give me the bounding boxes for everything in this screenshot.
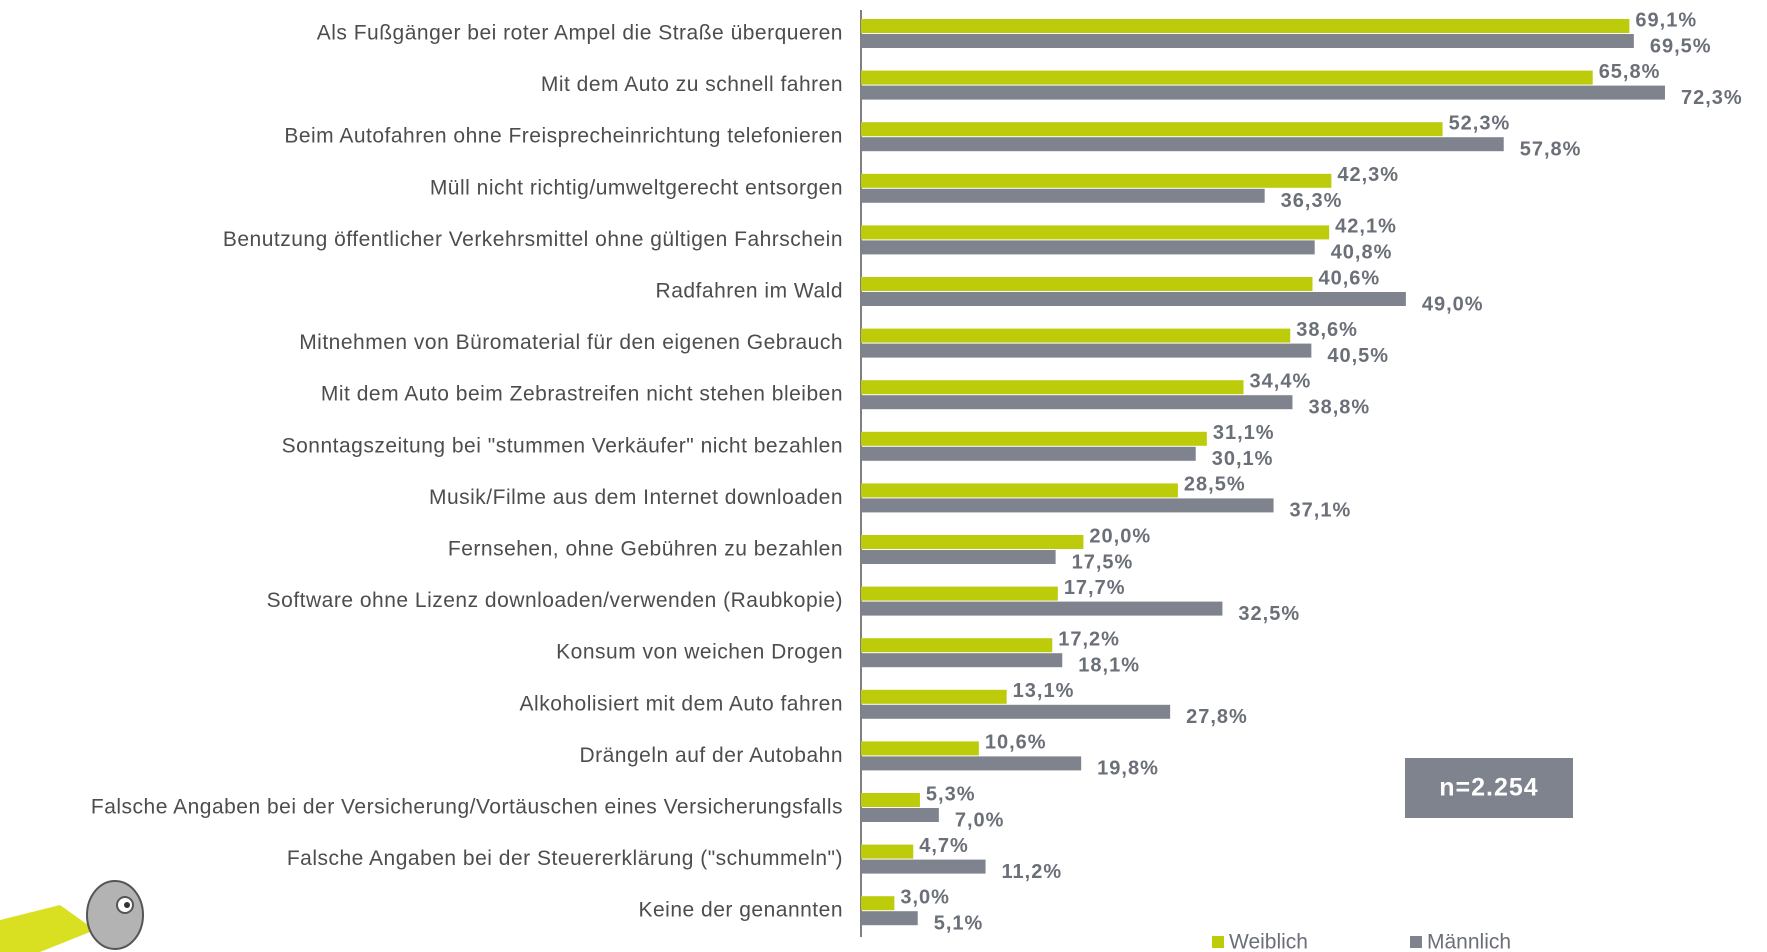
bar bbox=[861, 86, 1665, 100]
bar bbox=[861, 71, 1593, 85]
legend-label: Weiblich bbox=[1229, 931, 1308, 952]
bar bbox=[861, 225, 1329, 239]
category-label: Müll nicht richtig/umweltgerecht entsorg… bbox=[430, 176, 843, 199]
value-label: 52,3% bbox=[1449, 112, 1511, 134]
bar bbox=[861, 34, 1634, 48]
value-label: 13,1% bbox=[1013, 680, 1075, 702]
category-label: Keine der genannten bbox=[639, 899, 844, 922]
value-label: 27,8% bbox=[1186, 706, 1248, 728]
category-label: Drängeln auf der Autobahn bbox=[579, 744, 843, 767]
value-label: 28,5% bbox=[1184, 474, 1246, 496]
value-label: 40,6% bbox=[1318, 267, 1380, 289]
value-label: 19,8% bbox=[1097, 758, 1159, 780]
value-label: 17,2% bbox=[1058, 628, 1120, 650]
bar bbox=[861, 174, 1331, 188]
mascot bbox=[0, 881, 143, 952]
bar bbox=[861, 911, 918, 925]
value-label: 49,0% bbox=[1422, 293, 1484, 315]
bar bbox=[861, 240, 1315, 254]
category-label: Mitnehmen von Büromaterial für den eigen… bbox=[299, 331, 843, 354]
bar bbox=[861, 638, 1052, 652]
value-label: 65,8% bbox=[1599, 61, 1661, 83]
category-label: Software ohne Lizenz downloaden/verwende… bbox=[267, 589, 843, 612]
category-label: Fernsehen, ohne Gebühren zu bezahlen bbox=[448, 538, 843, 561]
bar bbox=[861, 535, 1083, 549]
legend-label: Männlich bbox=[1427, 931, 1511, 952]
category-label: Radfahren im Wald bbox=[656, 280, 843, 303]
bar bbox=[861, 550, 1056, 564]
category-label: Beim Autofahren ohne Freisprecheinrichtu… bbox=[284, 125, 843, 148]
value-label: 42,3% bbox=[1337, 164, 1399, 186]
value-label: 7,0% bbox=[955, 809, 1005, 831]
bar bbox=[861, 587, 1058, 601]
value-label: 30,1% bbox=[1212, 448, 1274, 470]
value-label: 5,3% bbox=[926, 783, 976, 805]
bar bbox=[861, 277, 1312, 291]
value-label: 40,5% bbox=[1327, 345, 1389, 367]
value-label: 11,2% bbox=[1002, 861, 1063, 883]
bar bbox=[861, 122, 1443, 136]
value-label: 4,7% bbox=[919, 835, 969, 857]
chart: n=2.254 Als Fußgänger bei roter Ampel di… bbox=[0, 0, 1767, 952]
value-label: 32,5% bbox=[1238, 603, 1300, 625]
value-label: 34,4% bbox=[1250, 370, 1312, 392]
category-label: Als Fußgänger bei roter Ampel die Straße… bbox=[317, 22, 843, 45]
bar bbox=[861, 19, 1629, 33]
value-label: 38,8% bbox=[1308, 396, 1370, 418]
value-label: 3,0% bbox=[900, 886, 950, 908]
sample-size: n=2.254 bbox=[1439, 774, 1538, 802]
bar bbox=[861, 329, 1290, 343]
category-label: Benutzung öffentlicher Verkehrsmittel oh… bbox=[223, 228, 843, 251]
bar bbox=[861, 602, 1222, 616]
bar bbox=[861, 808, 939, 822]
bar bbox=[861, 447, 1196, 461]
bar bbox=[861, 845, 913, 859]
category-label: Konsum von weichen Drogen bbox=[556, 641, 843, 664]
value-label: 38,6% bbox=[1296, 319, 1358, 341]
bar bbox=[861, 653, 1062, 667]
value-label: 69,5% bbox=[1650, 35, 1712, 57]
value-label: 20,0% bbox=[1089, 525, 1151, 547]
category-label: Falsche Angaben bei der Versicherung/Vor… bbox=[91, 796, 843, 819]
value-label: 40,8% bbox=[1331, 242, 1393, 264]
bar bbox=[861, 395, 1292, 409]
bar bbox=[861, 292, 1406, 306]
bar bbox=[861, 756, 1081, 770]
bar bbox=[861, 344, 1311, 358]
bar bbox=[861, 690, 1007, 704]
category-label: Alkoholisiert mit dem Auto fahren bbox=[520, 692, 843, 715]
legend-swatch bbox=[1212, 936, 1224, 948]
category-label: Musik/Filme aus dem Internet downloaden bbox=[429, 486, 843, 509]
value-label: 31,1% bbox=[1213, 422, 1275, 444]
bar bbox=[861, 741, 979, 755]
category-label: Falsche Angaben bei der Steuererklärung … bbox=[287, 847, 843, 870]
bar bbox=[861, 380, 1244, 394]
category-label: Mit dem Auto zu schnell fahren bbox=[541, 73, 843, 96]
bar bbox=[861, 793, 920, 807]
bar bbox=[861, 705, 1170, 719]
value-label: 69,1% bbox=[1635, 9, 1697, 31]
legend-swatch bbox=[1410, 936, 1422, 948]
bar bbox=[861, 860, 986, 874]
bar bbox=[861, 896, 894, 910]
value-label: 17,7% bbox=[1064, 577, 1126, 599]
value-label: 37,1% bbox=[1290, 500, 1352, 522]
value-label: 5,1% bbox=[934, 912, 984, 934]
bar bbox=[861, 498, 1274, 512]
value-label: 72,3% bbox=[1681, 87, 1743, 109]
bar bbox=[861, 432, 1207, 446]
value-label: 57,8% bbox=[1520, 138, 1582, 160]
value-label: 18,1% bbox=[1078, 654, 1140, 676]
bar bbox=[861, 137, 1504, 151]
category-label: Sonntagszeitung bei "stummen Verkäufer" … bbox=[282, 434, 843, 457]
bar bbox=[861, 189, 1265, 203]
value-label: 10,6% bbox=[985, 732, 1047, 754]
value-label: 42,1% bbox=[1335, 216, 1397, 238]
value-label: 36,3% bbox=[1281, 190, 1343, 212]
value-label: 17,5% bbox=[1072, 551, 1134, 573]
category-label: Mit dem Auto beim Zebrastreifen nicht st… bbox=[321, 383, 843, 406]
bar bbox=[861, 483, 1178, 497]
